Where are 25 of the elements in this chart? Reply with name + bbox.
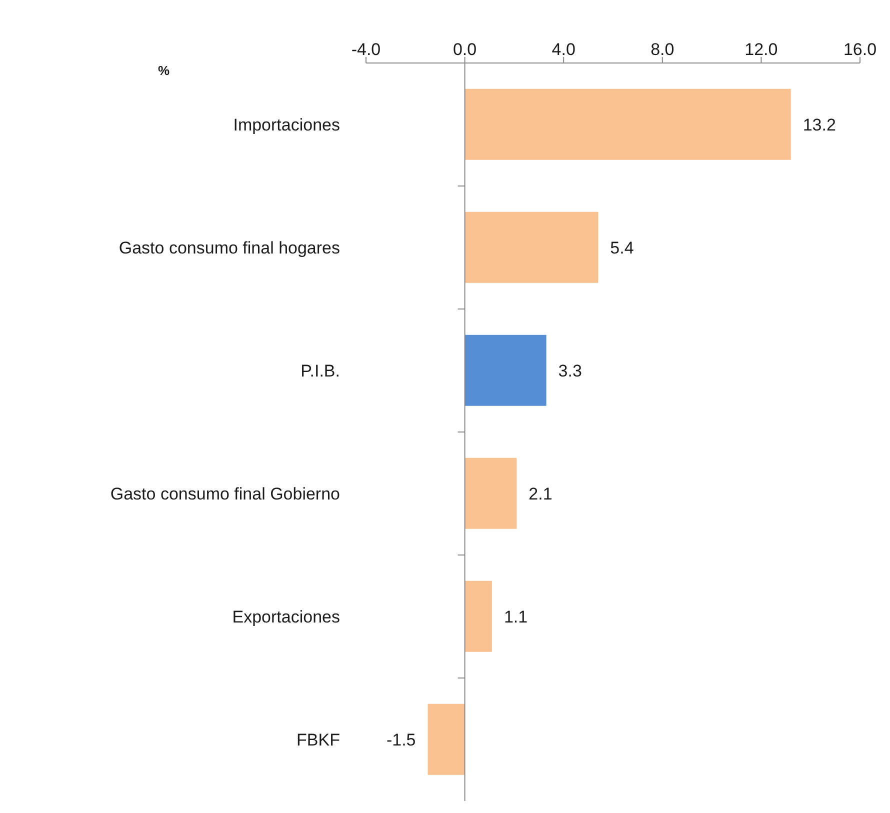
x-tick-label: -4.0 xyxy=(351,40,381,59)
x-axis-title: % xyxy=(158,63,170,78)
bar xyxy=(464,212,598,283)
x-tick-label: 4.0 xyxy=(552,40,576,59)
data-label: 1.1 xyxy=(504,607,528,626)
data-label: -1.5 xyxy=(386,730,416,750)
y-tick-label: Importaciones xyxy=(233,116,340,135)
y-tick-label: P.I.B. xyxy=(300,362,340,381)
y-tick-label: Gasto consumo final hogares xyxy=(118,238,340,258)
bar xyxy=(428,704,465,775)
data-label: 2.1 xyxy=(528,484,552,504)
y-tick-label: FBKF xyxy=(296,730,340,750)
bar xyxy=(464,88,791,160)
y-tick-label: Gasto consumo final Gobierno xyxy=(110,484,340,504)
x-tick-label: 8.0 xyxy=(650,40,674,59)
x-tick-label: 0.0 xyxy=(452,40,477,59)
data-label: 13.2 xyxy=(802,115,836,134)
y-tick-label: Exportaciones xyxy=(232,608,340,627)
bar xyxy=(464,580,492,652)
x-tick-label: 12.0 xyxy=(744,40,778,59)
data-label: 5.4 xyxy=(610,238,634,258)
data-label: 3.3 xyxy=(558,361,582,380)
bar xyxy=(464,334,546,406)
bar xyxy=(464,458,517,529)
x-tick-label: 16.0 xyxy=(843,40,877,59)
